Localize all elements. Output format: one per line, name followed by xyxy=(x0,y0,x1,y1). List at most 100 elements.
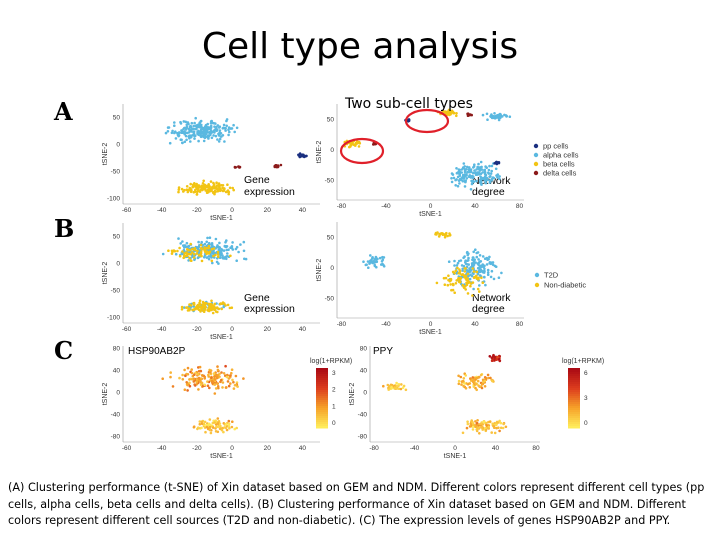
y-tick-label: 0 xyxy=(330,265,334,272)
tsne-plot-a-gene-expression: Gene expression -60 -40 -20 0 20 40 50 0 -50 -100… xyxy=(102,104,320,222)
scatter-point xyxy=(197,388,200,391)
x-tick-label: 0 xyxy=(230,207,234,214)
scatter-point xyxy=(199,377,203,380)
scatter-point xyxy=(468,170,471,174)
scatter-point xyxy=(207,247,210,250)
scatter-point xyxy=(227,424,231,428)
scatter-point xyxy=(491,379,494,383)
scatter-point xyxy=(484,165,487,168)
y-axis-label: tSNE-2 xyxy=(349,383,356,406)
scatter-point xyxy=(219,251,223,254)
legend-label: delta cells xyxy=(543,169,577,178)
scatter-point xyxy=(221,256,224,259)
scatter-point xyxy=(213,383,217,386)
scatter-point xyxy=(186,121,190,124)
tsne-plot-b-gene-expression: Gene expression -60 -40 -20 0 20 40 50 0 -50 -100… xyxy=(102,223,320,341)
scatter-point xyxy=(235,426,238,430)
scatter-point xyxy=(198,422,202,426)
scatter-point xyxy=(494,265,498,269)
scatter-point xyxy=(183,140,187,144)
scatter-point xyxy=(483,267,486,271)
scatter-point xyxy=(224,364,227,368)
scatter-point xyxy=(468,277,472,281)
scatter-point xyxy=(180,308,184,311)
scatter-point xyxy=(224,386,228,389)
x-tick-label: 0 xyxy=(453,445,457,452)
scatter-point xyxy=(192,301,196,305)
scatter-point xyxy=(200,381,204,385)
scatter-point xyxy=(214,122,217,125)
colorbar-segment xyxy=(568,398,580,401)
scatter-point xyxy=(498,175,501,178)
scatter-point xyxy=(477,258,480,261)
scatter-point xyxy=(460,168,464,171)
scatter-point xyxy=(210,250,214,254)
scatter-point xyxy=(472,276,476,280)
scatter-point xyxy=(493,431,497,435)
scatter-point xyxy=(490,431,494,434)
scatter-point xyxy=(222,305,225,309)
colorbar-segment xyxy=(316,412,328,415)
scatter-point xyxy=(468,386,472,389)
scatter-point xyxy=(179,242,182,245)
scatter-point xyxy=(503,113,506,117)
scatter-point xyxy=(449,277,453,281)
scatter-point xyxy=(463,185,467,188)
scatter-point xyxy=(220,371,223,374)
scatter-point xyxy=(495,160,498,164)
scatter-point xyxy=(480,276,483,280)
scatter-point xyxy=(471,428,475,431)
x-tick-label: -40 xyxy=(410,445,420,452)
legend-marker xyxy=(533,161,539,167)
scatter-point xyxy=(491,261,495,264)
scatter-point xyxy=(197,376,201,380)
scatter-point xyxy=(459,375,463,379)
scatter-point xyxy=(370,260,373,264)
colorbar-segment xyxy=(316,408,328,411)
scatter-point xyxy=(455,264,459,267)
scatter-point xyxy=(471,376,475,379)
plot-label-gene-expression-line2: expression xyxy=(244,303,295,315)
scatter-point xyxy=(173,131,176,135)
scatter-point xyxy=(472,256,475,259)
scatter-point xyxy=(224,426,228,430)
scatter-point xyxy=(188,378,191,381)
scatter-point xyxy=(441,233,445,236)
scatter-point xyxy=(484,283,487,287)
colorbar-segment xyxy=(316,398,328,401)
scatter-point xyxy=(217,420,221,423)
scatter-point xyxy=(457,280,461,284)
scatter-point xyxy=(451,270,455,274)
scatter-point xyxy=(177,134,180,138)
scatter-point xyxy=(177,237,180,240)
scatter-point xyxy=(467,274,470,278)
scatter-point xyxy=(464,179,468,182)
scatter-point xyxy=(220,428,224,432)
scatter-point xyxy=(187,127,191,131)
x-tick-label: -20 xyxy=(192,326,202,333)
scatter-point xyxy=(443,110,447,113)
scatter-point xyxy=(465,165,469,169)
scatter-point xyxy=(454,178,457,182)
scatter-point xyxy=(224,190,228,194)
scatter-point xyxy=(197,124,200,128)
scatter-point xyxy=(185,123,189,126)
scatter-point xyxy=(502,422,505,426)
colorbar-segment xyxy=(316,402,328,405)
scatter-point xyxy=(480,425,484,429)
scatter-point xyxy=(217,140,221,143)
scatter-point xyxy=(303,155,306,158)
plot-label-network-degree-line2: degree xyxy=(472,303,505,315)
scatter-point xyxy=(489,275,493,279)
scatter-point xyxy=(199,380,202,383)
scatter-point xyxy=(181,131,185,134)
scatter-point xyxy=(439,232,443,235)
scatter-point xyxy=(234,374,238,378)
scatter-point xyxy=(465,269,469,272)
scatter-point xyxy=(435,233,438,236)
scatter-point xyxy=(232,387,236,390)
scatter-point xyxy=(452,176,456,180)
scatter-point xyxy=(186,366,190,370)
scatter-point xyxy=(462,256,465,260)
scatter-point xyxy=(480,176,483,180)
